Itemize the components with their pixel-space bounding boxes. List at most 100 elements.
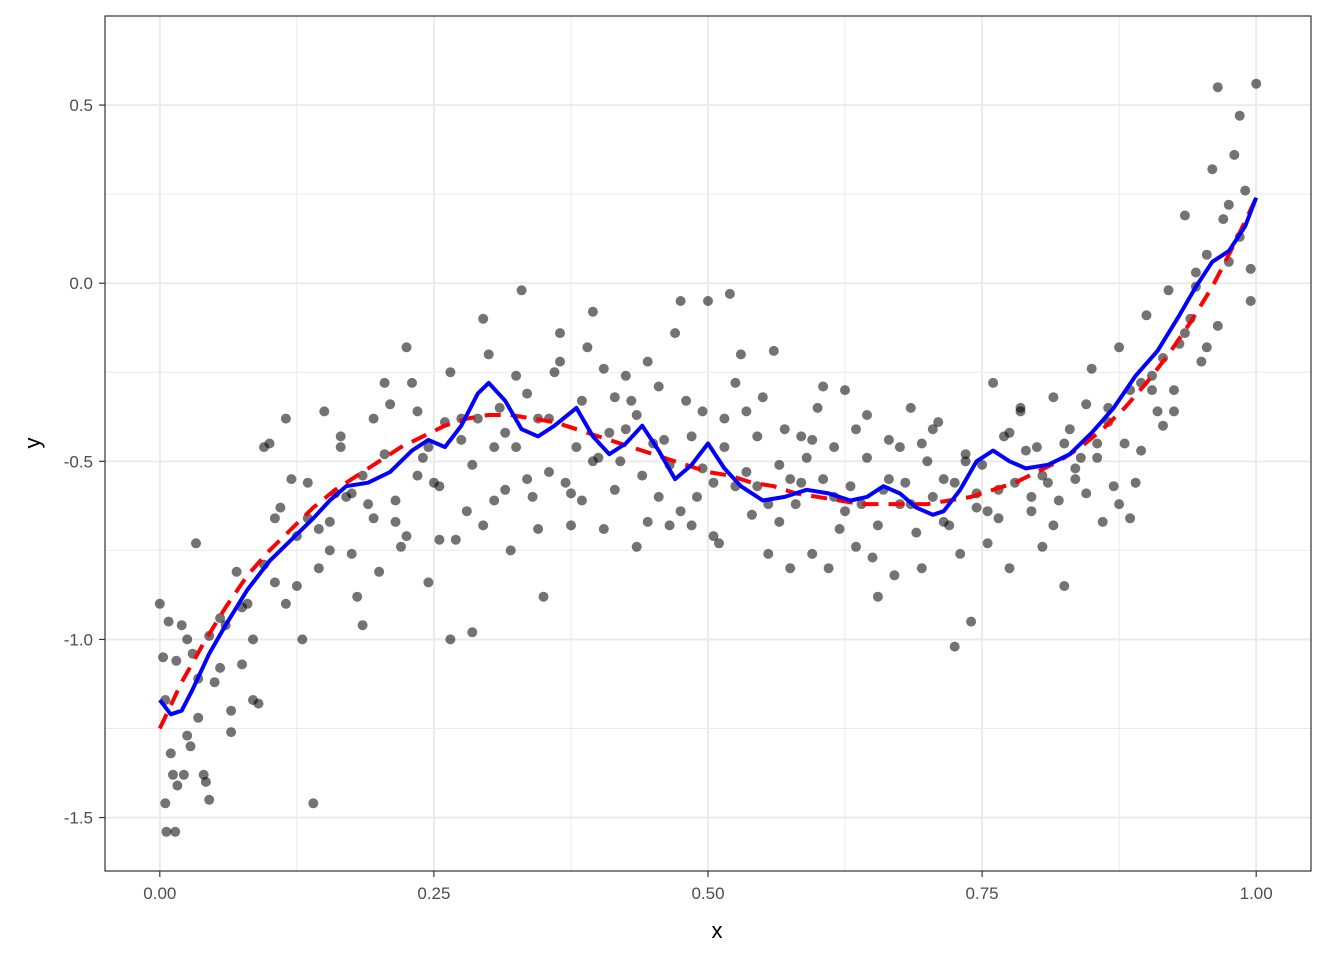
data-point [172,780,183,791]
data-point [911,527,922,538]
data-point [500,484,511,495]
data-point [735,349,746,360]
data-point [182,634,193,645]
data-point [1004,427,1015,438]
data-point [697,406,708,417]
data-point [631,410,642,420]
data-point [163,616,174,627]
data-point [768,345,779,356]
data-point [675,296,686,306]
data-point [1240,185,1251,196]
data-point [346,548,357,559]
data-point [960,449,971,460]
data-point [966,616,977,627]
x-tick-label: 0.50 [691,884,724,903]
data-point [170,826,181,837]
data-point [1229,149,1240,160]
data-point [620,370,631,381]
data-point [796,431,807,442]
data-point [867,552,878,563]
data-point [522,388,533,399]
y-tick-label: 0.5 [69,96,93,115]
data-point [412,470,423,481]
data-point [379,449,390,460]
data-point [642,356,653,367]
data-point [779,424,790,435]
data-point [818,474,829,485]
data-point [1075,452,1086,463]
data-point [1015,406,1026,417]
data-point [785,474,796,485]
data-point [741,406,752,417]
data-point [960,456,971,467]
data-point [653,381,664,392]
data-point [938,474,949,485]
data-point [1201,249,1212,260]
data-point [193,712,204,723]
data-point [1245,263,1256,274]
data-point [1048,520,1059,531]
data-point [324,545,335,556]
data-point [609,392,620,403]
data-point [308,798,319,809]
data-point [566,520,576,531]
x-tick-label: 0.75 [966,884,999,903]
data-point [434,481,445,492]
data-point [423,577,434,588]
data-point [615,456,626,467]
data-point [467,627,478,638]
data-point [774,459,785,470]
y-tick-label: 0.0 [69,274,93,293]
data-point [154,598,165,609]
data-point [982,506,993,517]
data-point [703,296,713,306]
data-point [862,410,872,420]
data-point [1020,445,1031,456]
data-point [949,641,960,652]
data-point [1004,563,1015,574]
data-point [746,509,757,520]
data-point [1141,310,1152,321]
data-point [390,516,401,527]
data-point [555,328,565,339]
data-point [1042,477,1053,488]
data-point [445,634,456,645]
data-point [790,499,801,510]
data-point [456,434,467,445]
data-point [834,524,845,534]
data-point [1097,516,1108,527]
data-point [714,538,724,549]
data-point [1114,342,1125,353]
data-point [200,776,211,787]
data-point [165,748,176,759]
data-point [319,406,330,417]
data-point [1026,506,1037,517]
data-point [938,516,949,527]
data-point [357,620,368,631]
data-point [264,438,275,449]
data-point [840,385,850,396]
data-point [237,659,247,670]
data-point [1053,495,1064,506]
data-point [807,434,818,445]
data-point [823,563,834,574]
data-point [478,313,489,324]
data-point [1064,424,1075,435]
data-point [286,474,297,485]
data-point [390,495,401,506]
data-point [401,342,412,353]
data-point [352,591,363,602]
data-point [785,563,796,574]
data-point [922,456,933,467]
data-point [434,534,445,545]
data-point [182,730,193,741]
data-point [423,442,434,453]
data-point [1081,488,1092,499]
data-point [642,516,653,527]
data-point [1179,328,1190,339]
data-point [538,591,549,602]
data-point [368,513,379,524]
data-point [664,520,675,531]
data-point [248,634,258,645]
